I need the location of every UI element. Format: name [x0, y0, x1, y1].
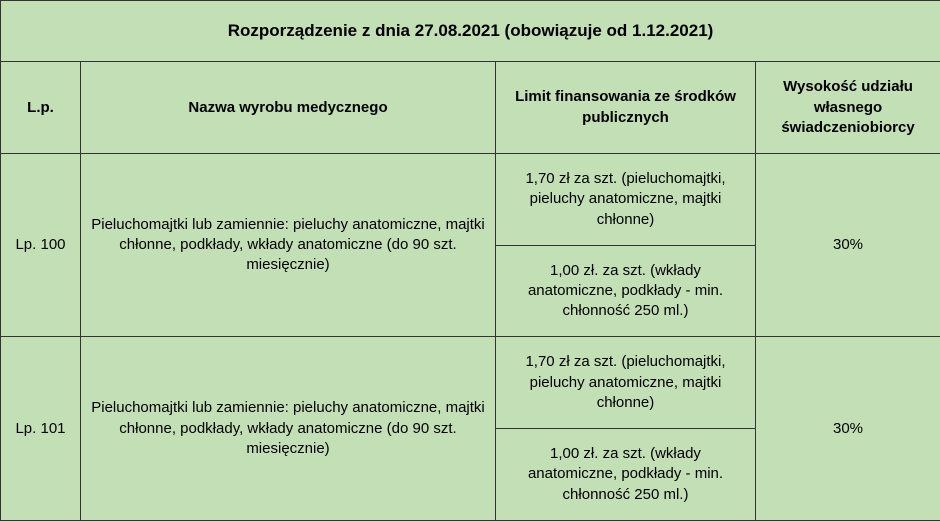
header-row: L.p. Nazwa wyrobu medycznego Limit finan…	[1, 62, 940, 154]
table-container: Rozporządzenie z dnia 27.08.2021 (obowią…	[0, 0, 940, 521]
table-title: Rozporządzenie z dnia 27.08.2021 (obowią…	[1, 1, 940, 62]
regulation-table: Rozporządzenie z dnia 27.08.2021 (obowią…	[0, 0, 940, 521]
cell-name: Pieluchomajtki lub zamiennie: pieluchy a…	[81, 154, 496, 337]
table-row: Lp. 101 Pieluchomajtki lub zamiennie: pi…	[1, 337, 940, 429]
header-lp: L.p.	[1, 62, 81, 154]
cell-limit: 1,00 zł. za szt. (wkłady anatomiczne, po…	[496, 429, 756, 521]
header-udzial: Wysokość udziału własnego świadczeniobio…	[756, 62, 940, 154]
title-row: Rozporządzenie z dnia 27.08.2021 (obowią…	[1, 1, 940, 62]
cell-limit: 1,70 zł za szt. (pieluchomajtki, pieluch…	[496, 337, 756, 429]
cell-lp: Lp. 100	[1, 154, 81, 337]
cell-lp: Lp. 101	[1, 337, 81, 521]
cell-udzial: 30%	[756, 337, 940, 521]
header-limit: Limit finansowania ze środków publicznyc…	[496, 62, 756, 154]
cell-name: Pieluchomajtki lub zamiennie: pieluchy a…	[81, 337, 496, 521]
table-row: Lp. 100 Pieluchomajtki lub zamiennie: pi…	[1, 154, 940, 246]
cell-limit: 1,70 zł za szt. (pieluchomajtki, pieluch…	[496, 154, 756, 246]
cell-udzial: 30%	[756, 154, 940, 337]
cell-limit: 1,00 zł. za szt. (wkłady anatomiczne, po…	[496, 245, 756, 337]
header-name: Nazwa wyrobu medycznego	[81, 62, 496, 154]
